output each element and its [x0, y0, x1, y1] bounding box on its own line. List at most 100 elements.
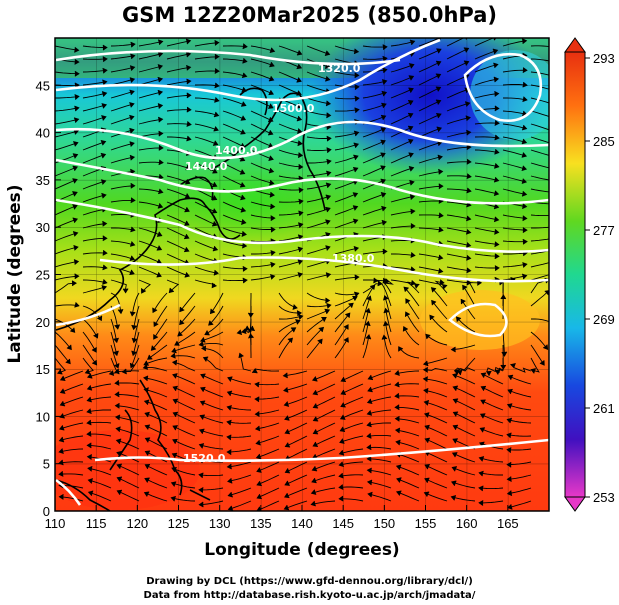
streamline-arrow [268, 89, 274, 96]
streamline-arrow [73, 259, 80, 265]
streamline-arrow [214, 68, 220, 74]
streamline-arrow [212, 168, 218, 174]
wind-streamlines [33, 38, 549, 511]
streamline-arrow [521, 178, 528, 184]
streamline [285, 461, 308, 473]
streamline [334, 180, 358, 190]
streamline-arrow [424, 437, 430, 443]
streamline-arrow [510, 362, 516, 369]
streamline-arrow [239, 182, 246, 188]
streamline-arrow [33, 403, 38, 408]
streamline-arrow [522, 96, 528, 103]
streamline-arrow [493, 76, 500, 83]
streamline [530, 214, 549, 217]
streamline-arrow [72, 217, 78, 223]
streamline-arrow [466, 173, 472, 180]
streamline [362, 221, 387, 229]
streamline-arrow [101, 103, 108, 109]
streamline-arrow [436, 112, 442, 119]
streamline [55, 397, 56, 398]
streamline [383, 335, 392, 359]
streamline [530, 175, 549, 181]
streamline-arrow [153, 321, 159, 328]
streamline-arrow [72, 191, 78, 197]
streamline-arrow [424, 464, 430, 470]
streamline-arrow [340, 402, 346, 408]
streamline [144, 478, 168, 489]
streamline-arrow [254, 396, 260, 403]
streamline [405, 311, 420, 333]
streamline-arrow [59, 413, 65, 419]
streamline-arrow [131, 337, 138, 344]
streamline-arrow [422, 376, 429, 382]
streamline-arrow [312, 429, 319, 435]
streamline [285, 448, 308, 461]
streamline-arrow [365, 333, 372, 340]
colorbar-tick-label: 261 [593, 401, 615, 416]
streamline [250, 162, 274, 173]
streamline-arrow [179, 306, 185, 313]
streamline-arrow [141, 288, 147, 294]
streamline [55, 232, 78, 242]
streamline [446, 214, 471, 220]
streamline-arrow [186, 135, 192, 142]
streamline [367, 422, 391, 426]
streamline [390, 100, 414, 112]
streamline [431, 300, 448, 320]
streamline [82, 194, 107, 203]
streamline [166, 266, 190, 277]
y-axis-label: Latitude (degrees) [5, 184, 25, 363]
streamline-arrow [214, 40, 220, 46]
streamline-arrow [172, 373, 178, 379]
streamline-arrow [248, 333, 254, 339]
streamline [278, 315, 303, 320]
streamline [474, 175, 499, 182]
streamline [200, 374, 224, 385]
credit-data: Data from http://database.rish.kyoto-u.a… [143, 590, 476, 601]
streamline-arrow [298, 210, 304, 217]
streamline-arrow [398, 346, 404, 352]
streamline-arrow [478, 485, 484, 492]
streamline [390, 210, 415, 216]
streamline-arrow [270, 261, 276, 268]
streamline [530, 344, 545, 366]
streamline-arrow [70, 327, 76, 333]
streamline-arrow [269, 61, 275, 68]
streamline [250, 71, 274, 81]
streamline-arrow [270, 215, 276, 221]
streamline [339, 448, 364, 455]
streamline [208, 305, 224, 326]
streamline-arrow [424, 477, 430, 483]
streamline-arrow [506, 447, 512, 453]
streamline-arrow [438, 268, 444, 274]
streamline-arrow [353, 291, 360, 298]
streamline [481, 386, 504, 398]
streamline [311, 474, 336, 483]
streamline-arrow [268, 167, 275, 174]
streamline [334, 206, 358, 216]
streamline-arrow [147, 354, 153, 360]
streamline-arrow [394, 427, 401, 434]
streamline-arrow [186, 78, 192, 85]
streamline [418, 156, 443, 164]
streamline-arrow [186, 64, 192, 71]
streamline-arrow [325, 194, 332, 200]
streamline-arrow [184, 246, 190, 253]
streamline-arrow [87, 465, 93, 472]
streamline-arrow [251, 368, 258, 374]
streamline-arrow [394, 404, 400, 411]
streamline-arrow [113, 337, 119, 344]
streamline-arrow [326, 158, 332, 165]
streamline [339, 435, 364, 443]
streamline-arrow [382, 67, 388, 74]
streamline [110, 344, 119, 369]
streamline-arrow [522, 215, 528, 222]
streamline [284, 396, 308, 406]
streamline [278, 162, 303, 168]
streamline [110, 43, 135, 47]
streamline [446, 240, 471, 247]
streamline-arrow [380, 152, 386, 158]
streamline-arrow [407, 125, 414, 131]
streamline-arrow [298, 187, 304, 193]
streamline-arrow [198, 341, 204, 348]
